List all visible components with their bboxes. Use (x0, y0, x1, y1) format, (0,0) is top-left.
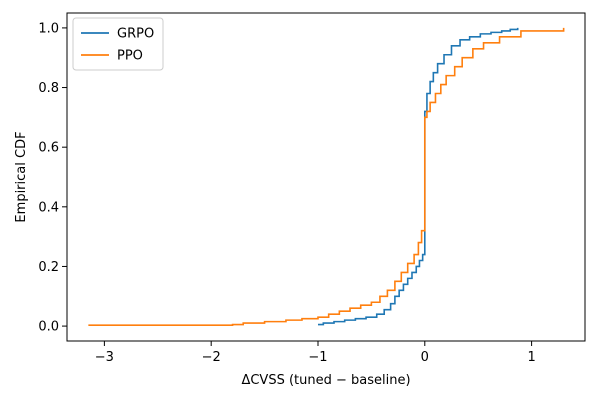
legend: GRPO PPO (72, 17, 164, 71)
legend-entry: PPO (117, 49, 143, 64)
legend-entry: GRPO (117, 27, 154, 42)
x-tick-label: −1 (308, 350, 327, 365)
plot-frame (66, 12, 586, 342)
x-axis-ticks: −3 −2 −1 0 1 (95, 341, 536, 365)
x-tick-label: −3 (95, 350, 114, 365)
y-tick-label: 1.0 (38, 21, 59, 36)
y-tick-label: 0.4 (38, 200, 59, 215)
y-tick-label: 0.8 (38, 81, 59, 96)
series-layer (88, 27, 565, 326)
y-axis-ticks: 0.0 0.2 0.4 0.6 0.8 1.0 (38, 21, 67, 335)
x-tick-label: 1 (527, 350, 535, 365)
series-line-grpo (317, 27, 519, 326)
y-tick-label: 0.6 (38, 141, 59, 156)
series-line-ppo (88, 27, 565, 326)
x-tick-label: −2 (202, 350, 221, 365)
y-tick-label: 0.0 (38, 320, 59, 335)
x-tick-label: 0 (421, 350, 429, 365)
y-tick-label: 0.2 (38, 260, 59, 275)
y-axis-label: Empirical CDF (14, 131, 29, 222)
x-axis-label: ΔCVSS (tuned − baseline) (241, 373, 410, 388)
legend-box (72, 17, 164, 71)
